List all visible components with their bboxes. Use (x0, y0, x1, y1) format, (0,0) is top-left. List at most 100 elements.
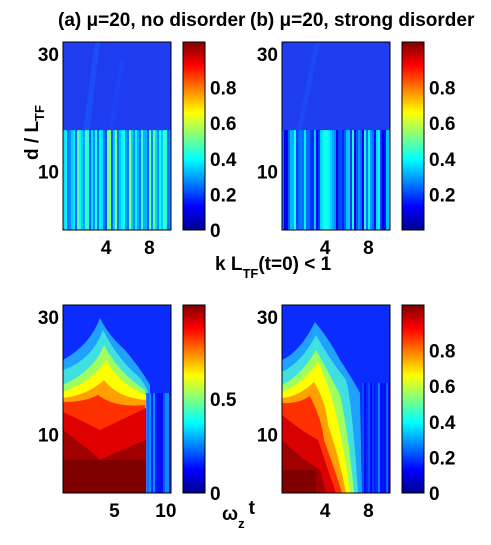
heatmap-cell (304, 130, 306, 230)
heatmap-cell (298, 130, 300, 230)
xtick-label-panel-1-0: 4 (320, 238, 331, 259)
xtick-label-panel-2-1: 10 (155, 501, 176, 522)
heatmap-cell (99, 130, 101, 230)
heatmap-cell (376, 383, 378, 493)
heatmap-cell (129, 130, 131, 230)
xtick-label-panel-2-0: 5 (109, 501, 120, 522)
ytick-label-panel-2-1: 10 (38, 425, 59, 446)
heatmap-panel-c (63, 305, 171, 493)
ytick-label-panel-3-1: 10 (257, 425, 278, 446)
ytick-label-panel-1-0: 30 (257, 45, 278, 66)
heatmap-cell (169, 393, 171, 493)
colorbar-tick-panel-0-3: 0.2 (210, 185, 236, 206)
heatmap-cell (326, 130, 328, 230)
colorbar-tick-panel-2-1: 0 (210, 484, 221, 505)
colorbar-tick-panel-1-3: 0.2 (429, 185, 455, 206)
heatmap-panel-d (282, 305, 390, 493)
heatmap-cell (155, 393, 157, 493)
heatmap-cell (159, 130, 161, 230)
heatmap-cell (97, 130, 99, 230)
heatmap-cell (314, 130, 316, 230)
heatmap-cell (157, 393, 159, 493)
heatmap-cell (342, 130, 344, 230)
colorbar-tick-panel-3-3: 0.2 (429, 448, 455, 469)
heatmap-cell (115, 130, 117, 230)
heatmap-cell (75, 130, 77, 230)
heatmap-cell (105, 130, 107, 230)
heatmap-cell (145, 130, 147, 230)
heatmap-cell (310, 130, 312, 230)
heatmap-cell (336, 130, 338, 230)
heatmap-cell (153, 130, 155, 230)
heatmap-cell (378, 383, 380, 493)
heatmap-cell (111, 130, 113, 230)
heatmap-cell (378, 130, 380, 230)
heatmap-cell (296, 130, 298, 230)
heatmap-cell (312, 130, 314, 230)
heatmap-cell (374, 130, 376, 230)
heatmap-cell (290, 130, 292, 230)
heatmap-cell (306, 130, 308, 230)
heatmap-cell (330, 130, 332, 230)
heatmap-cell (95, 130, 97, 230)
heatmap-cell (147, 393, 149, 493)
colorbar-a (182, 41, 206, 231)
heatmap-cell (77, 130, 79, 230)
heatmap-cell (368, 383, 370, 493)
heatmap-cell (328, 130, 330, 230)
heatmap-cell (135, 130, 137, 230)
xtick-label-panel-3-0: 4 (320, 501, 331, 522)
heatmap-cell (318, 130, 320, 230)
heatmap-cell (282, 130, 284, 230)
heatmap-cell (284, 130, 286, 230)
heatmap-cell (370, 130, 372, 230)
heatmap-cell (300, 130, 302, 230)
heatmap-cell (356, 130, 358, 230)
heatmap-cell (107, 130, 109, 230)
heatmap-cell (103, 130, 105, 230)
heatmap-cell (338, 130, 340, 230)
title-panel-a: (a) μ=20, no disorder (58, 10, 246, 31)
frame-panel-c (62, 304, 172, 494)
heatmap-cell (113, 130, 115, 230)
heatmap-cell (89, 130, 91, 230)
heatmap-cell (121, 130, 123, 230)
heatmap-cell (362, 383, 364, 493)
colorbar-tick-panel-3-1: 0.6 (429, 377, 455, 398)
heatmap-cell (165, 393, 167, 493)
heatmap-cell (358, 130, 360, 230)
ytick-label-panel-0-1: 10 (38, 162, 59, 183)
heatmap-cell (117, 130, 119, 230)
frame-panel-b (281, 41, 391, 231)
heatmap-cell (386, 130, 388, 230)
heatmap-cell (133, 130, 135, 230)
heatmap-cell (366, 130, 368, 230)
middle-xlabel: k LTF(t=0) < 1 (215, 254, 332, 281)
heatmap-cell (165, 130, 167, 230)
heatmap-cell (370, 383, 372, 493)
heatmap-cell (380, 130, 382, 230)
frame-panel-a (62, 41, 172, 231)
heatmap-cell (149, 393, 151, 493)
heatmap-cell (131, 130, 133, 230)
heatmap-cell (143, 130, 145, 230)
heatmap-cell (388, 383, 390, 493)
heatmap-cell (123, 130, 125, 230)
heatmap-cell (346, 130, 348, 230)
heatmap-cell (149, 130, 151, 230)
xtick-label-panel-0-0: 4 (101, 238, 112, 259)
heatmap-cell (151, 130, 153, 230)
heatmap-cell (316, 130, 318, 230)
heatmap-cell (161, 393, 163, 493)
heatmap-cell (360, 130, 362, 230)
heatmap-cell (292, 130, 294, 230)
heatmap-panel-b (282, 42, 390, 230)
heatmap-panel-a (63, 42, 171, 230)
colorbar-tick-panel-3-0: 0.8 (429, 342, 455, 363)
heatmap-cell (382, 383, 384, 493)
colorbar-tick-panel-0-4: 0 (210, 221, 221, 242)
xtick-label-panel-1-1: 8 (363, 238, 374, 259)
bottom-xlabel: ωzt (222, 498, 256, 531)
colorbar-tick-panel-1-1: 0.6 (429, 114, 455, 135)
heatmap-cell (141, 130, 143, 230)
